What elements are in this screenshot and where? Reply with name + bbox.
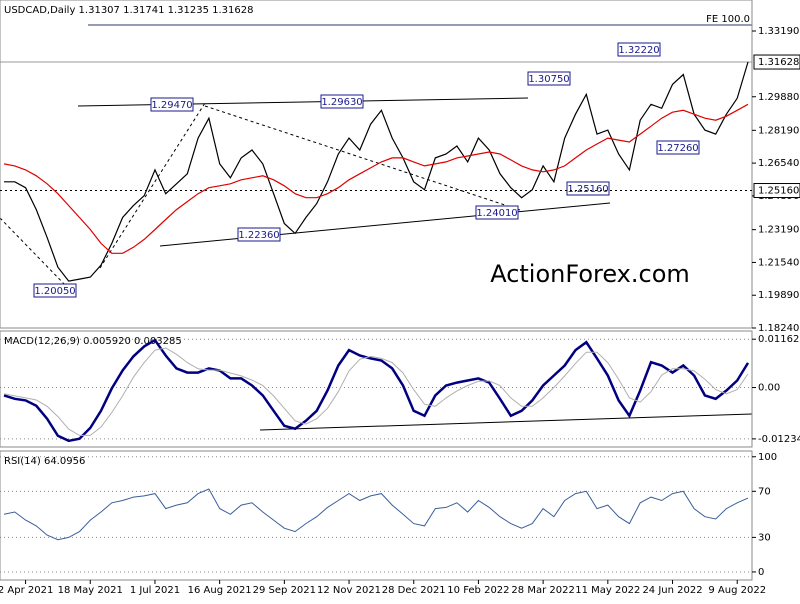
panel-title: MACD(12,26,9) 0.005920 0.003285 (4, 336, 182, 347)
series-line (4, 61, 749, 282)
y-tick-label: 1.29880 (758, 92, 799, 103)
x-tick-label: 11 May 2022 (575, 585, 640, 596)
x-tick-label: 28 Dec 2021 (382, 585, 446, 596)
y-tick-label: 1.23190 (758, 225, 799, 236)
annotation: 1.20050 (33, 283, 77, 298)
x-tick-label: 16 Aug 2021 (188, 585, 252, 596)
y-tick-label: -0.012348 (758, 434, 800, 445)
y-tick-label: 1.21540 (758, 257, 799, 268)
trendline (259, 413, 753, 431)
series-line (3, 488, 749, 541)
trendline (99, 102, 206, 269)
level-label: 1.25160 (758, 186, 799, 197)
annotation-label: 1.20050 (34, 286, 75, 297)
annotation: 1.32220 (617, 42, 661, 57)
y-tick-label: 0.011629 (758, 334, 800, 345)
y-tick-label: 70 (758, 486, 771, 497)
annotation: 1.29630 (320, 94, 364, 109)
panel-frame (0, 450, 753, 581)
annotation-label: 1.27260 (657, 143, 698, 154)
series-line (3, 347, 749, 436)
y-tick-label: 1.28190 (758, 125, 799, 136)
panel-title: RSI(14) 64.0956 (4, 456, 85, 467)
level-label: 1.31628 (758, 57, 799, 68)
annotation: 1.29470 (150, 97, 194, 112)
annotation: 1.27260 (656, 140, 700, 155)
x-tick-label: 28 Mar 2022 (511, 585, 574, 596)
trendline (204, 105, 521, 211)
y-tick-label: 0.00 (758, 383, 780, 394)
panel-frame (0, 0, 753, 329)
fe-label: FE 100.0 (706, 14, 750, 25)
y-tick-label: 0 (758, 567, 764, 578)
panel-frame (0, 330, 753, 448)
x-tick-label: 10 Feb 2022 (447, 585, 509, 596)
x-tick-label: 18 May 2021 (58, 585, 123, 596)
level-box (753, 183, 800, 199)
panel-title: USDCAD,Daily 1.31307 1.31741 1.31235 1.3… (4, 5, 254, 16)
y-tick-label: 1.33190 (758, 26, 799, 37)
annotation-label: 1.25160 (567, 184, 608, 195)
x-tick-label: 2 Apr 2021 (0, 585, 53, 596)
level-box (753, 54, 800, 70)
annotation: 1.30750 (527, 71, 571, 86)
x-tick-label: 1 Jul 2021 (130, 585, 180, 596)
x-tick-label: 9 Aug 2022 (708, 585, 766, 596)
x-tick-label: 12 Nov 2021 (317, 585, 381, 596)
watermark: ActionForex.com (490, 260, 690, 288)
series-line (3, 103, 749, 254)
annotation-label: 1.32220 (618, 45, 659, 56)
annotation: 1.24010 (475, 205, 519, 220)
trendline (0, 217, 69, 289)
x-tick-label: 24 Jun 2022 (642, 585, 702, 596)
annotation-label: 1.24010 (476, 208, 517, 219)
trendline (159, 202, 611, 247)
annotation: 1.22360 (237, 227, 281, 242)
series-line (3, 338, 750, 443)
annotation-label: 1.30750 (528, 74, 569, 85)
y-tick-label: 1.18240 (758, 323, 799, 334)
y-tick-label: 1.19890 (758, 290, 799, 301)
y-tick-label: 30 (758, 532, 771, 543)
annotation: 1.25160 (566, 181, 610, 196)
y-tick-label: 100 (758, 452, 777, 463)
annotation-label: 1.29630 (321, 97, 362, 108)
annotation-label: 1.22360 (238, 230, 279, 241)
y-tick-label: 1.26540 (758, 158, 799, 169)
x-tick-label: 29 Sep 2021 (253, 585, 316, 596)
annotation-label: 1.29470 (151, 100, 192, 111)
